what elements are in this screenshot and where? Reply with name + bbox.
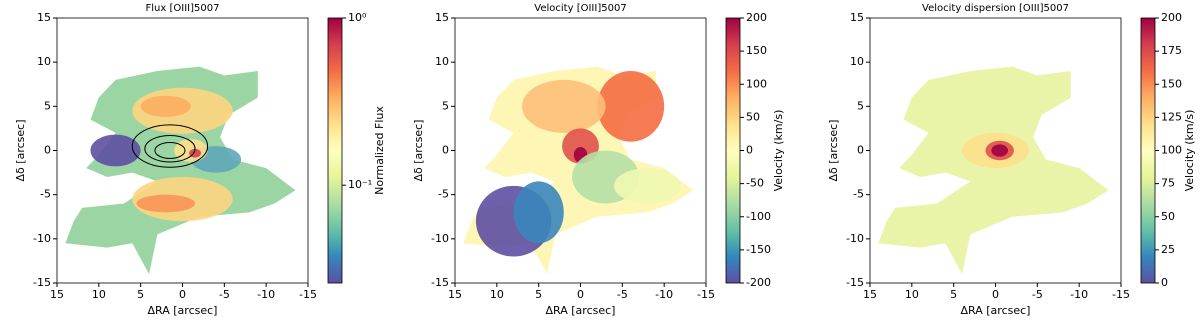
x-tick-label: -15 bbox=[1112, 288, 1130, 301]
x-tick-label: 10 bbox=[905, 288, 919, 301]
x-tick-label: 5 bbox=[137, 288, 144, 301]
map bbox=[878, 66, 1109, 275]
map-footprint bbox=[65, 66, 296, 275]
colorbar-tick-label: 10⁻¹ bbox=[348, 178, 372, 191]
contour bbox=[144, 134, 196, 163]
chart-title: Velocity dispersion [OIII]5007 bbox=[922, 3, 1069, 14]
colorbar-tick-label: 100 bbox=[1161, 144, 1182, 157]
map bbox=[65, 66, 296, 275]
x-tick-label: 5 bbox=[950, 288, 957, 301]
colorbar-tick-label: 200 bbox=[746, 11, 767, 24]
colorbar-tick-label: -150 bbox=[746, 243, 771, 256]
y-tick-label: -10 bbox=[33, 232, 51, 245]
colorbar-tick-label: -100 bbox=[746, 210, 771, 223]
x-tick-label: -10 bbox=[257, 288, 275, 301]
y-axis-label: Δδ [arcsec] bbox=[827, 120, 840, 182]
colorbar-tick-label: -200 bbox=[746, 276, 771, 289]
y-tick-label: 0 bbox=[442, 144, 449, 157]
x-tick-label: -5 bbox=[617, 288, 628, 301]
colorbar-tick-label: 200 bbox=[1161, 11, 1182, 24]
y-tick-label: -15 bbox=[33, 276, 51, 289]
colorbar-tick-label: 25 bbox=[1161, 243, 1175, 256]
y-axis-label: Δδ [arcsec] bbox=[14, 120, 27, 182]
colorbar bbox=[1140, 17, 1156, 284]
colorbar-tick-label: 125 bbox=[1161, 110, 1182, 123]
y-tick-label: -15 bbox=[431, 276, 449, 289]
colorbar bbox=[725, 17, 741, 284]
map-region bbox=[140, 95, 191, 117]
colorbar-label: Velocity (km/s) bbox=[772, 110, 785, 192]
colorbar-tick-label: 175 bbox=[1161, 44, 1182, 57]
x-axis-label: ΔRA [arcsec] bbox=[546, 304, 616, 317]
colorbar-tick-label: 150 bbox=[746, 44, 767, 57]
x-tick-label: -15 bbox=[697, 288, 715, 301]
y-tick-label: 0 bbox=[44, 144, 51, 157]
y-tick-label: 10 bbox=[37, 55, 51, 68]
y-tick-label: 15 bbox=[435, 11, 449, 24]
colorbar-tick-label: 0 bbox=[746, 144, 753, 157]
map-region bbox=[597, 71, 665, 142]
chart-title: Velocity [OIII]5007 bbox=[534, 3, 626, 14]
y-tick-label: 15 bbox=[37, 11, 51, 24]
x-tick-label: -5 bbox=[219, 288, 230, 301]
colorbar-tick-label: 10⁰ bbox=[348, 11, 367, 24]
y-tick-label: -15 bbox=[846, 276, 864, 289]
x-tick-label: 10 bbox=[92, 288, 106, 301]
y-tick-label: 5 bbox=[857, 99, 864, 112]
x-tick-label: -5 bbox=[1032, 288, 1043, 301]
colorbar-tick-label: 50 bbox=[746, 110, 760, 123]
map-region bbox=[991, 144, 1009, 157]
colorbar-tick-label: 75 bbox=[1161, 177, 1175, 190]
chart-title: Flux [OIII]5007 bbox=[146, 3, 220, 14]
x-tick-label: 15 bbox=[50, 288, 64, 301]
map-region bbox=[521, 79, 606, 133]
y-tick-label: 10 bbox=[435, 55, 449, 68]
y-tick-label: -10 bbox=[431, 232, 449, 245]
contour bbox=[131, 124, 209, 168]
map-region bbox=[136, 194, 196, 213]
x-tick-label: 0 bbox=[992, 288, 999, 301]
colorbar-label: Normalized Flux bbox=[373, 106, 386, 195]
colorbar-tick-label: -50 bbox=[746, 177, 764, 190]
colorbar-label: Velocity (km/s) bbox=[1183, 110, 1196, 192]
x-axis-label: ΔRA [arcsec] bbox=[148, 304, 218, 317]
y-tick-label: -10 bbox=[846, 232, 864, 245]
colorbar-tick-label: 150 bbox=[1161, 77, 1182, 90]
x-tick-label: 10 bbox=[490, 288, 504, 301]
y-tick-label: 5 bbox=[44, 99, 51, 112]
colorbar-tick-label: 100 bbox=[746, 77, 767, 90]
colorbar-tick-label: 50 bbox=[1161, 210, 1175, 223]
x-tick-label: 0 bbox=[577, 288, 584, 301]
y-tick-label: -5 bbox=[853, 188, 864, 201]
y-tick-label: 10 bbox=[850, 55, 864, 68]
y-tick-label: -5 bbox=[40, 188, 51, 201]
contour bbox=[154, 142, 186, 159]
y-tick-label: 5 bbox=[442, 99, 449, 112]
x-tick-label: 0 bbox=[179, 288, 186, 301]
map bbox=[463, 66, 694, 275]
y-tick-label: 15 bbox=[850, 11, 864, 24]
x-tick-label: -15 bbox=[299, 288, 317, 301]
x-tick-label: -10 bbox=[1070, 288, 1088, 301]
map-footprint bbox=[878, 66, 1109, 275]
colorbar bbox=[327, 17, 343, 284]
x-tick-label: 5 bbox=[535, 288, 542, 301]
map-region bbox=[90, 134, 141, 167]
x-tick-label: 15 bbox=[448, 288, 462, 301]
y-tick-label: -5 bbox=[438, 188, 449, 201]
x-axis-label: ΔRA [arcsec] bbox=[961, 304, 1031, 317]
y-tick-label: 0 bbox=[857, 144, 864, 157]
x-tick-label: -10 bbox=[655, 288, 673, 301]
map-region bbox=[613, 168, 681, 204]
x-tick-label: 15 bbox=[863, 288, 877, 301]
colorbar-tick-label: 0 bbox=[1161, 276, 1168, 289]
map-region bbox=[513, 181, 564, 244]
y-axis-label: Δδ [arcsec] bbox=[412, 120, 425, 182]
